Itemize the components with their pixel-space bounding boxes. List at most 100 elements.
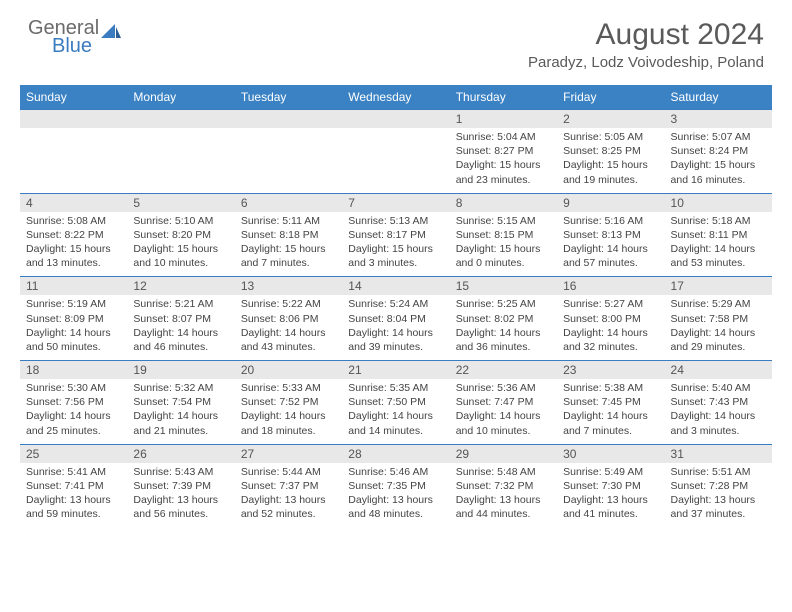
day-details: Sunrise: 5:18 AMSunset: 8:11 PMDaylight:… bbox=[665, 212, 772, 277]
day-details: Sunrise: 5:49 AMSunset: 7:30 PMDaylight:… bbox=[557, 463, 664, 528]
day-header-sat: Saturday bbox=[665, 85, 772, 110]
sunrise-line: Sunrise: 5:48 AM bbox=[456, 465, 551, 479]
day-cell: 25Sunrise: 5:41 AMSunset: 7:41 PMDayligh… bbox=[20, 444, 127, 527]
sunset-line: Sunset: 8:07 PM bbox=[133, 312, 228, 326]
day-number: 20 bbox=[235, 361, 342, 379]
sunset-line: Sunset: 8:09 PM bbox=[26, 312, 121, 326]
day-cell: 6Sunrise: 5:11 AMSunset: 8:18 PMDaylight… bbox=[235, 193, 342, 277]
sunrise-line: Sunrise: 5:35 AM bbox=[348, 381, 443, 395]
daylight-line: Daylight: 15 hours and 3 minutes. bbox=[348, 242, 443, 270]
day-number: 9 bbox=[557, 194, 664, 212]
sunrise-line: Sunrise: 5:51 AM bbox=[671, 465, 766, 479]
day-details: Sunrise: 5:38 AMSunset: 7:45 PMDaylight:… bbox=[557, 379, 664, 444]
day-number: 11 bbox=[20, 277, 127, 295]
sunset-line: Sunset: 8:00 PM bbox=[563, 312, 658, 326]
day-number: 13 bbox=[235, 277, 342, 295]
sunset-line: Sunset: 7:56 PM bbox=[26, 395, 121, 409]
sunrise-line: Sunrise: 5:16 AM bbox=[563, 214, 658, 228]
day-details: Sunrise: 5:43 AMSunset: 7:39 PMDaylight:… bbox=[127, 463, 234, 528]
day-header-thu: Thursday bbox=[450, 85, 557, 110]
daylight-line: Daylight: 15 hours and 0 minutes. bbox=[456, 242, 551, 270]
daylight-line: Daylight: 15 hours and 10 minutes. bbox=[133, 242, 228, 270]
sunset-line: Sunset: 7:52 PM bbox=[241, 395, 336, 409]
daylight-line: Daylight: 13 hours and 44 minutes. bbox=[456, 493, 551, 521]
sunrise-line: Sunrise: 5:41 AM bbox=[26, 465, 121, 479]
day-cell bbox=[127, 110, 234, 194]
day-header-mon: Monday bbox=[127, 85, 234, 110]
day-cell: 26Sunrise: 5:43 AMSunset: 7:39 PMDayligh… bbox=[127, 444, 234, 527]
sunrise-line: Sunrise: 5:36 AM bbox=[456, 381, 551, 395]
sunset-line: Sunset: 8:02 PM bbox=[456, 312, 551, 326]
day-cell: 3Sunrise: 5:07 AMSunset: 8:24 PMDaylight… bbox=[665, 110, 772, 194]
daylight-line: Daylight: 13 hours and 59 minutes. bbox=[26, 493, 121, 521]
daylight-line: Daylight: 13 hours and 48 minutes. bbox=[348, 493, 443, 521]
sunrise-line: Sunrise: 5:19 AM bbox=[26, 297, 121, 311]
day-cell: 4Sunrise: 5:08 AMSunset: 8:22 PMDaylight… bbox=[20, 193, 127, 277]
day-number: 27 bbox=[235, 445, 342, 463]
day-number: 12 bbox=[127, 277, 234, 295]
sunset-line: Sunset: 7:32 PM bbox=[456, 479, 551, 493]
sunrise-line: Sunrise: 5:11 AM bbox=[241, 214, 336, 228]
sunrise-line: Sunrise: 5:10 AM bbox=[133, 214, 228, 228]
daylight-line: Daylight: 14 hours and 18 minutes. bbox=[241, 409, 336, 437]
daylight-line: Daylight: 14 hours and 53 minutes. bbox=[671, 242, 766, 270]
empty-body bbox=[235, 128, 342, 190]
day-details: Sunrise: 5:24 AMSunset: 8:04 PMDaylight:… bbox=[342, 295, 449, 360]
sunrise-line: Sunrise: 5:25 AM bbox=[456, 297, 551, 311]
daylight-line: Daylight: 14 hours and 32 minutes. bbox=[563, 326, 658, 354]
day-details: Sunrise: 5:41 AMSunset: 7:41 PMDaylight:… bbox=[20, 463, 127, 528]
day-header-wed: Wednesday bbox=[342, 85, 449, 110]
sunset-line: Sunset: 7:35 PM bbox=[348, 479, 443, 493]
sunrise-line: Sunrise: 5:40 AM bbox=[671, 381, 766, 395]
sunset-line: Sunset: 7:50 PM bbox=[348, 395, 443, 409]
day-details: Sunrise: 5:33 AMSunset: 7:52 PMDaylight:… bbox=[235, 379, 342, 444]
sunset-line: Sunset: 7:54 PM bbox=[133, 395, 228, 409]
day-cell: 23Sunrise: 5:38 AMSunset: 7:45 PMDayligh… bbox=[557, 361, 664, 445]
sunrise-line: Sunrise: 5:08 AM bbox=[26, 214, 121, 228]
empty-daynum bbox=[342, 110, 449, 128]
day-cell: 2Sunrise: 5:05 AMSunset: 8:25 PMDaylight… bbox=[557, 110, 664, 194]
logo-text-blue: Blue bbox=[52, 36, 92, 56]
day-cell: 20Sunrise: 5:33 AMSunset: 7:52 PMDayligh… bbox=[235, 361, 342, 445]
week-row: 4Sunrise: 5:08 AMSunset: 8:22 PMDaylight… bbox=[20, 193, 772, 277]
day-number: 22 bbox=[450, 361, 557, 379]
daylight-line: Daylight: 14 hours and 57 minutes. bbox=[563, 242, 658, 270]
day-details: Sunrise: 5:44 AMSunset: 7:37 PMDaylight:… bbox=[235, 463, 342, 528]
daylight-line: Daylight: 14 hours and 10 minutes. bbox=[456, 409, 551, 437]
day-cell: 15Sunrise: 5:25 AMSunset: 8:02 PMDayligh… bbox=[450, 277, 557, 361]
day-details: Sunrise: 5:13 AMSunset: 8:17 PMDaylight:… bbox=[342, 212, 449, 277]
day-details: Sunrise: 5:51 AMSunset: 7:28 PMDaylight:… bbox=[665, 463, 772, 528]
sunset-line: Sunset: 8:20 PM bbox=[133, 228, 228, 242]
daylight-line: Daylight: 14 hours and 36 minutes. bbox=[456, 326, 551, 354]
day-details: Sunrise: 5:35 AMSunset: 7:50 PMDaylight:… bbox=[342, 379, 449, 444]
sunset-line: Sunset: 7:47 PM bbox=[456, 395, 551, 409]
calendar-table: Sunday Monday Tuesday Wednesday Thursday… bbox=[20, 85, 772, 527]
sunset-line: Sunset: 8:11 PM bbox=[671, 228, 766, 242]
sunrise-line: Sunrise: 5:38 AM bbox=[563, 381, 658, 395]
daylight-line: Daylight: 14 hours and 25 minutes. bbox=[26, 409, 121, 437]
sunrise-line: Sunrise: 5:49 AM bbox=[563, 465, 658, 479]
day-details: Sunrise: 5:04 AMSunset: 8:27 PMDaylight:… bbox=[450, 128, 557, 193]
daylight-line: Daylight: 13 hours and 41 minutes. bbox=[563, 493, 658, 521]
day-details: Sunrise: 5:08 AMSunset: 8:22 PMDaylight:… bbox=[20, 212, 127, 277]
day-cell: 27Sunrise: 5:44 AMSunset: 7:37 PMDayligh… bbox=[235, 444, 342, 527]
sunrise-line: Sunrise: 5:33 AM bbox=[241, 381, 336, 395]
day-number: 3 bbox=[665, 110, 772, 128]
day-header-row: Sunday Monday Tuesday Wednesday Thursday… bbox=[20, 85, 772, 110]
day-header-fri: Friday bbox=[557, 85, 664, 110]
title-block: August 2024 Paradyz, Lodz Voivodeship, P… bbox=[528, 18, 764, 71]
day-cell: 28Sunrise: 5:46 AMSunset: 7:35 PMDayligh… bbox=[342, 444, 449, 527]
day-cell: 17Sunrise: 5:29 AMSunset: 7:58 PMDayligh… bbox=[665, 277, 772, 361]
day-cell: 7Sunrise: 5:13 AMSunset: 8:17 PMDaylight… bbox=[342, 193, 449, 277]
daylight-line: Daylight: 15 hours and 19 minutes. bbox=[563, 158, 658, 186]
daylight-line: Daylight: 14 hours and 46 minutes. bbox=[133, 326, 228, 354]
sunset-line: Sunset: 8:04 PM bbox=[348, 312, 443, 326]
daylight-line: Daylight: 14 hours and 7 minutes. bbox=[563, 409, 658, 437]
day-cell: 9Sunrise: 5:16 AMSunset: 8:13 PMDaylight… bbox=[557, 193, 664, 277]
week-row: 25Sunrise: 5:41 AMSunset: 7:41 PMDayligh… bbox=[20, 444, 772, 527]
day-number: 24 bbox=[665, 361, 772, 379]
daylight-line: Daylight: 15 hours and 7 minutes. bbox=[241, 242, 336, 270]
logo: General Blue bbox=[28, 18, 121, 56]
day-number: 6 bbox=[235, 194, 342, 212]
day-cell: 29Sunrise: 5:48 AMSunset: 7:32 PMDayligh… bbox=[450, 444, 557, 527]
